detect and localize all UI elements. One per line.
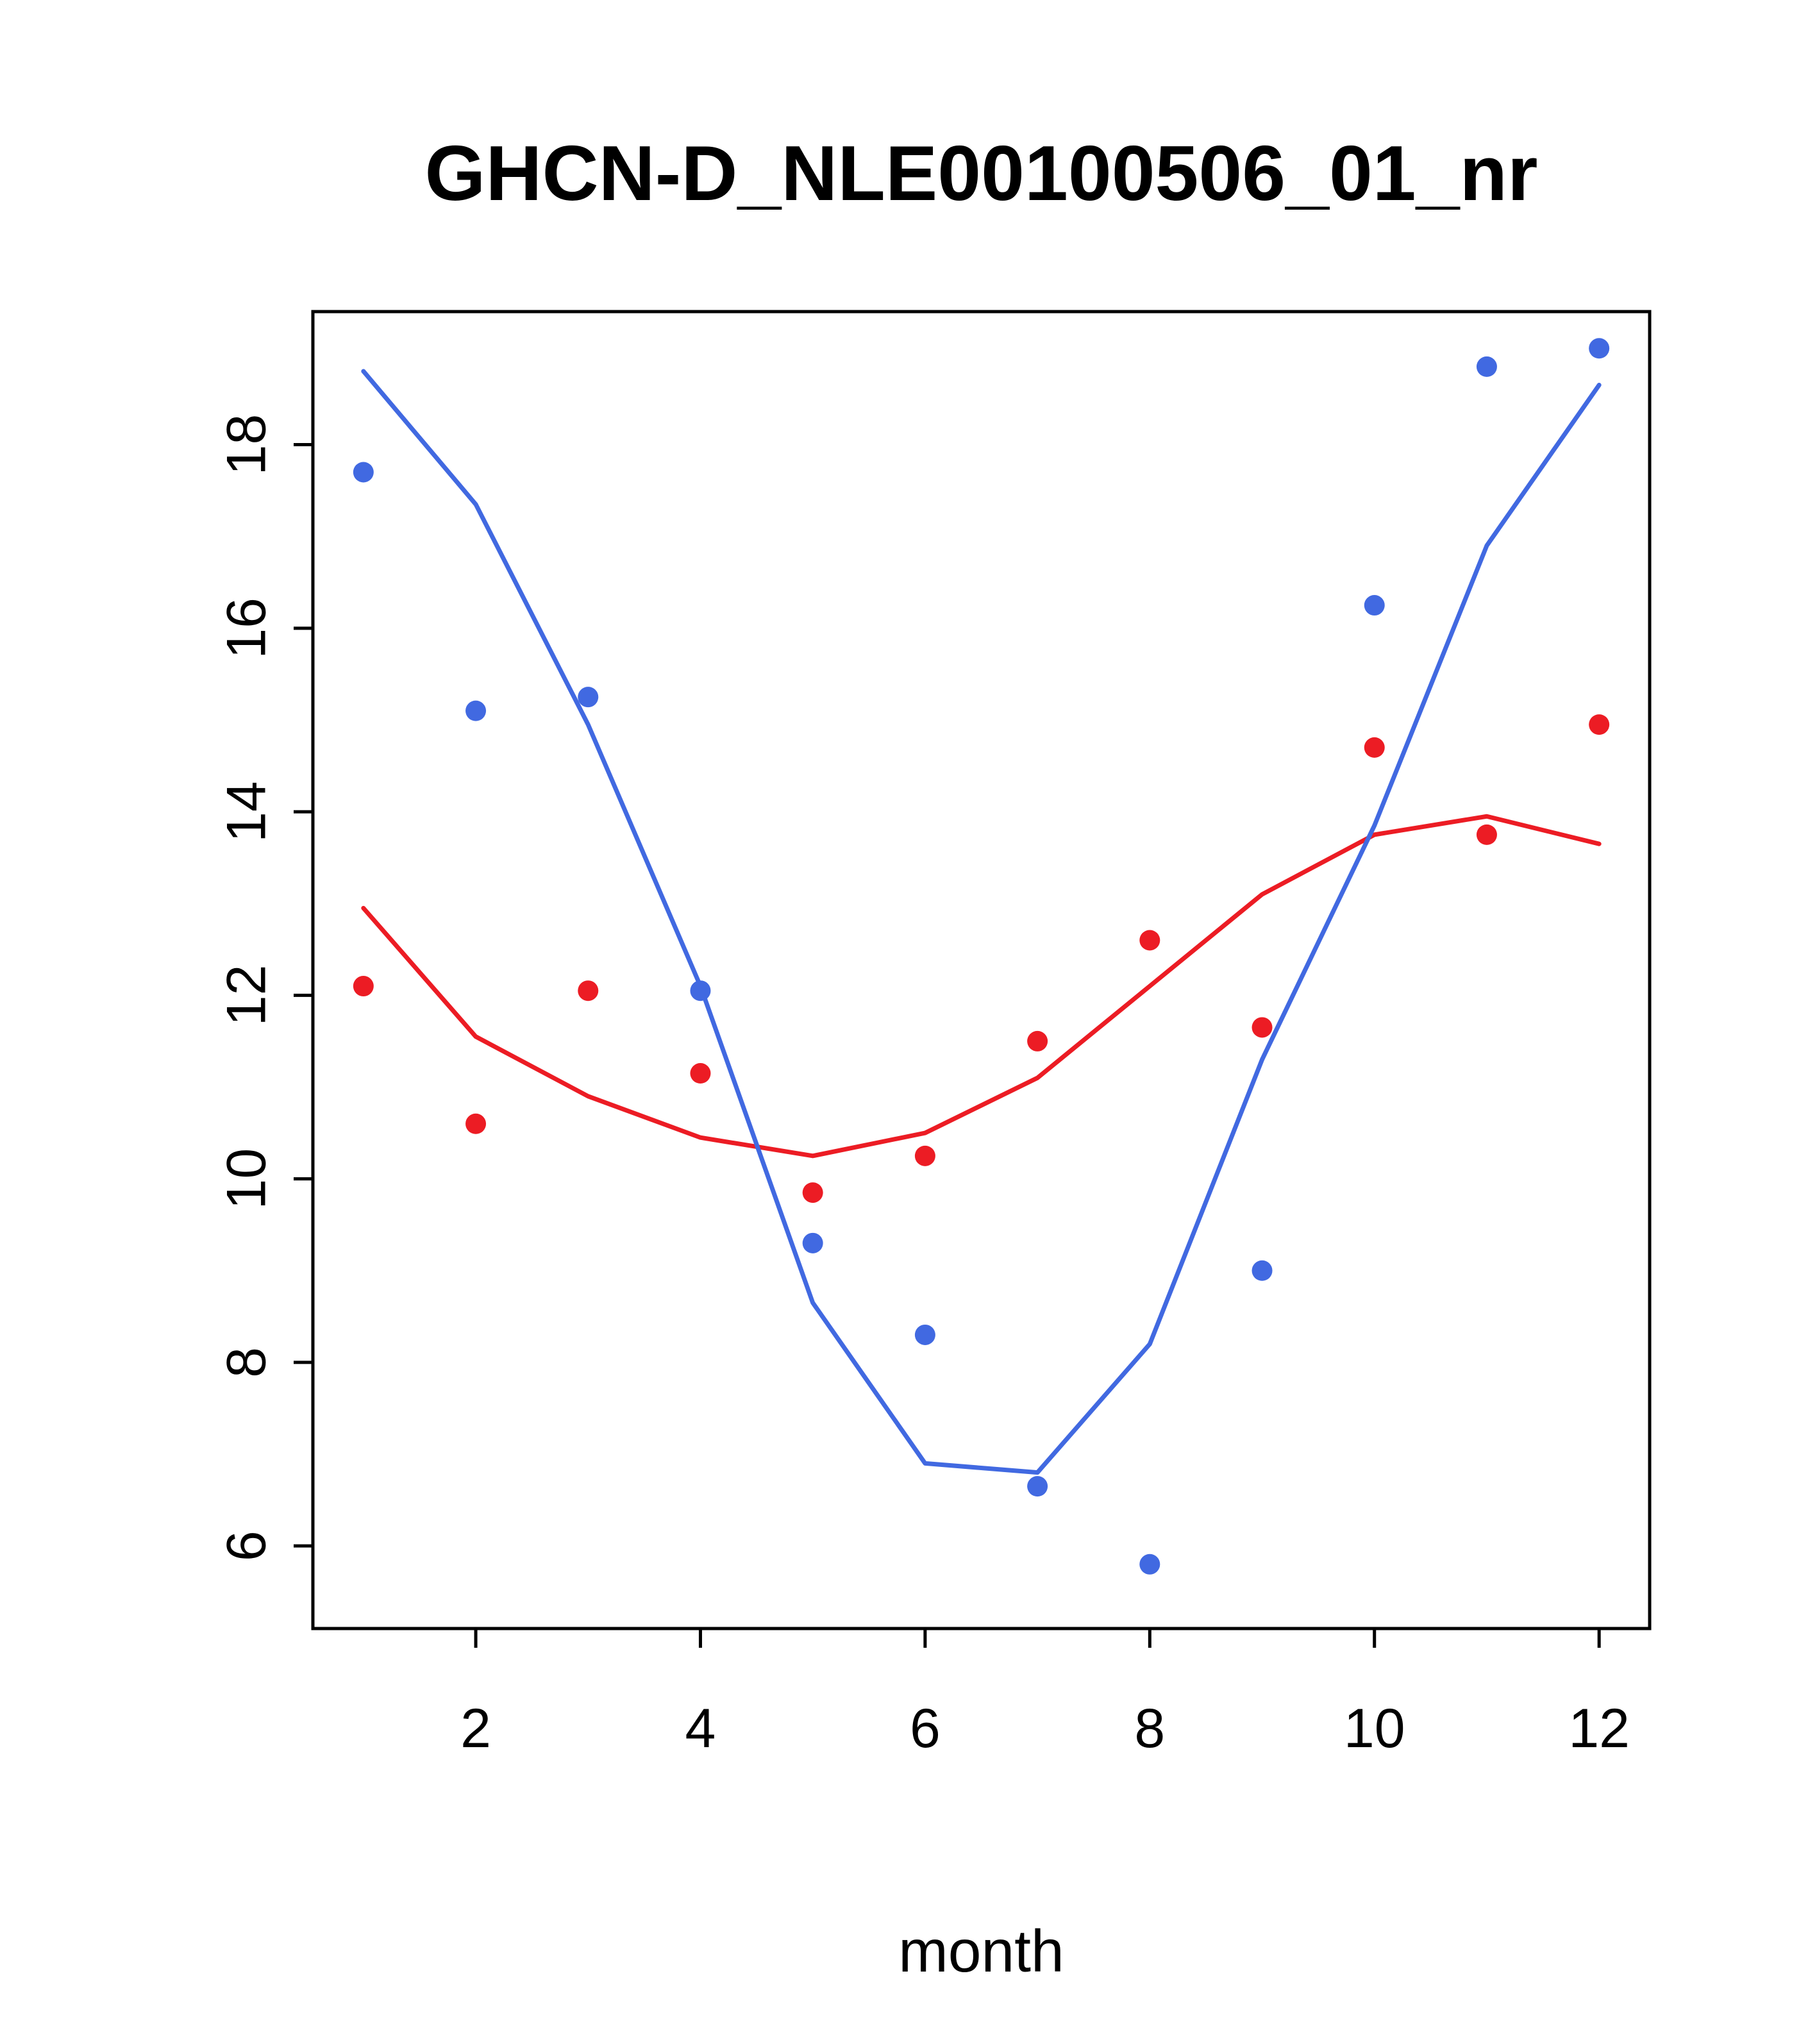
x-tick-label: 4 bbox=[685, 1698, 716, 1759]
x-axis-label: month bbox=[898, 1918, 1064, 1984]
series-red-points bbox=[353, 714, 1610, 1203]
data-point bbox=[802, 1232, 823, 1253]
series-red-smooth-line bbox=[361, 814, 1602, 1159]
x-tick-label: 12 bbox=[1568, 1698, 1630, 1759]
data-point bbox=[1027, 1476, 1048, 1497]
data-point bbox=[1139, 930, 1160, 951]
data-point bbox=[690, 980, 711, 1001]
data-point bbox=[914, 1145, 935, 1166]
data-point bbox=[578, 980, 599, 1001]
data-point bbox=[1252, 1260, 1273, 1281]
data-point bbox=[1589, 338, 1610, 359]
data-point bbox=[914, 1324, 935, 1345]
series-blue-points bbox=[353, 338, 1610, 1575]
data-point bbox=[465, 1113, 487, 1134]
y-tick-label: 18 bbox=[215, 414, 277, 476]
chart-title: GHCN-D_NLE00100506_01_nr bbox=[424, 130, 1538, 217]
data-point bbox=[578, 687, 599, 708]
y-tick-label: 12 bbox=[215, 965, 277, 1026]
series-blue-smooth-line bbox=[361, 369, 1602, 1475]
y-tick-label: 10 bbox=[215, 1148, 277, 1210]
data-point bbox=[1139, 1554, 1160, 1575]
x-tick-label: 6 bbox=[910, 1698, 941, 1759]
data-point bbox=[353, 976, 374, 997]
data-point bbox=[1027, 1030, 1048, 1051]
data-point bbox=[353, 462, 374, 483]
x-tick-label: 8 bbox=[1134, 1698, 1165, 1759]
data-point bbox=[690, 1063, 711, 1084]
y-tick-label: 8 bbox=[215, 1347, 277, 1378]
data-point bbox=[465, 700, 487, 721]
x-tick-label: 2 bbox=[460, 1698, 491, 1759]
data-point bbox=[1476, 824, 1497, 845]
x-tick-label: 10 bbox=[1344, 1698, 1405, 1759]
data-point bbox=[1476, 356, 1497, 377]
data-point bbox=[802, 1182, 823, 1203]
data-point bbox=[1364, 595, 1385, 616]
y-tick-label: 16 bbox=[215, 598, 277, 659]
y-tick-label: 14 bbox=[215, 781, 277, 842]
data-point bbox=[1364, 737, 1385, 758]
plot-frame bbox=[311, 310, 1652, 1630]
y-tick-label: 6 bbox=[215, 1530, 277, 1561]
data-point bbox=[1589, 714, 1610, 735]
data-point bbox=[1252, 1017, 1273, 1038]
